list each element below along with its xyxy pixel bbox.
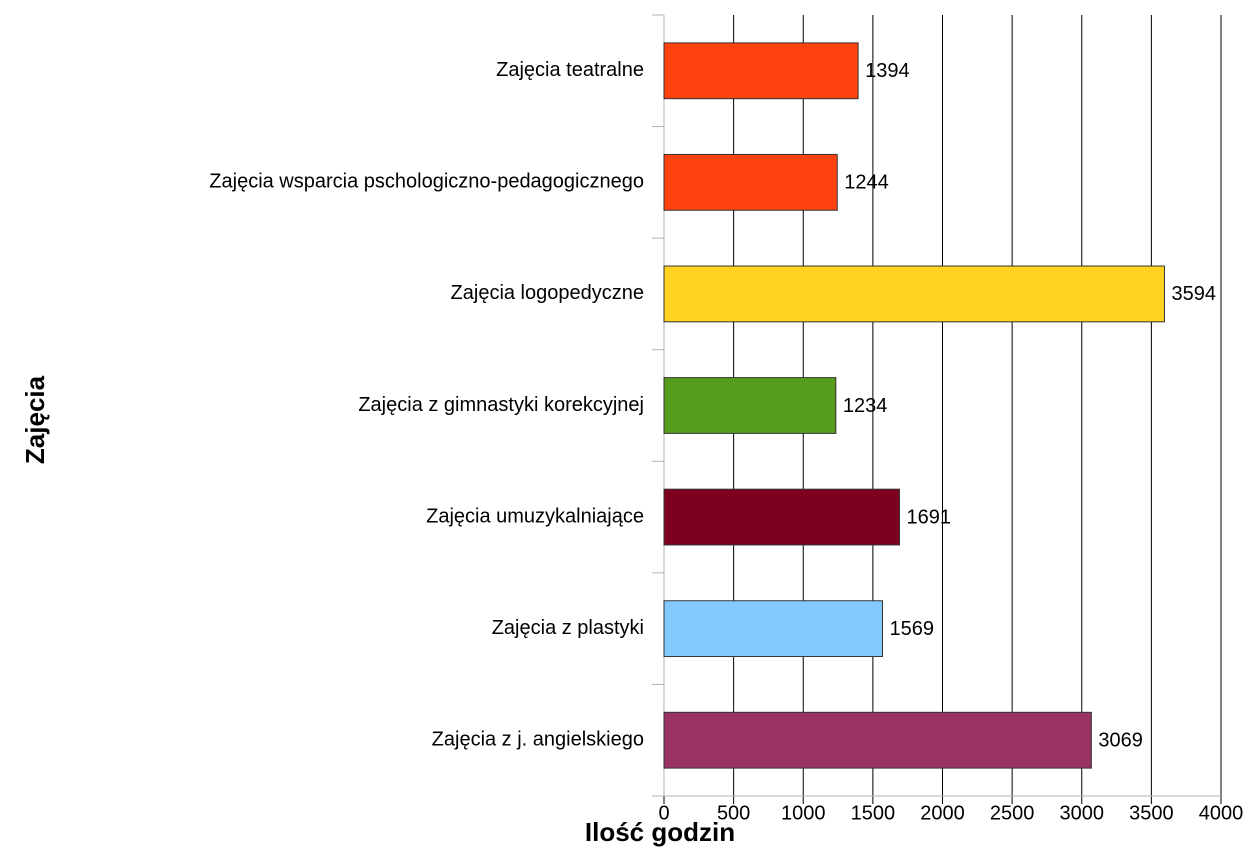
bar xyxy=(663,265,1165,323)
y-tick-label: Zajęcia teatralne xyxy=(496,59,644,81)
x-tick-label: 2000 xyxy=(920,802,965,824)
bar xyxy=(663,600,883,658)
bar xyxy=(663,377,837,434)
y-tick-label: Zajęcia z gimnastyki korekcyjnej xyxy=(358,394,644,416)
y-tick-label: Zajęcia logopedyczne xyxy=(451,282,644,304)
y-tick-label: Zajęcia umuzykalniające xyxy=(426,505,644,527)
data-label: 3069 xyxy=(1098,729,1143,751)
bar xyxy=(663,488,900,546)
x-tick-label: 1000 xyxy=(781,802,826,824)
x-tick-label: 2500 xyxy=(990,802,1035,824)
x-axis-title: Ilość godzin xyxy=(585,817,735,847)
data-label: 1244 xyxy=(844,172,889,194)
data-label: 1569 xyxy=(889,618,934,640)
data-label: 1234 xyxy=(843,395,888,417)
y-tick-label: Zajęcia z j. angielskiego xyxy=(432,728,644,750)
x-tick-label: 3000 xyxy=(1060,802,1105,824)
x-tick-label: 3500 xyxy=(1129,802,1174,824)
y-tick-label: Zajęcia wsparcia pschologiczno-pedagogic… xyxy=(209,171,644,193)
bar xyxy=(663,42,859,100)
bar xyxy=(663,153,838,211)
data-label: 1394 xyxy=(865,60,910,82)
bar xyxy=(663,711,1092,769)
x-tick-label: 0 xyxy=(658,802,669,824)
x-tick-label: 500 xyxy=(717,802,750,824)
x-tick-label: 1500 xyxy=(851,802,896,824)
data-label: 3594 xyxy=(1171,283,1216,305)
y-axis-title: Zajęcia xyxy=(20,375,50,464)
x-tick-label: 4000 xyxy=(1199,802,1244,824)
y-tick-label: Zajęcia z plastyki xyxy=(492,617,644,639)
data-label: 1691 xyxy=(906,506,951,528)
